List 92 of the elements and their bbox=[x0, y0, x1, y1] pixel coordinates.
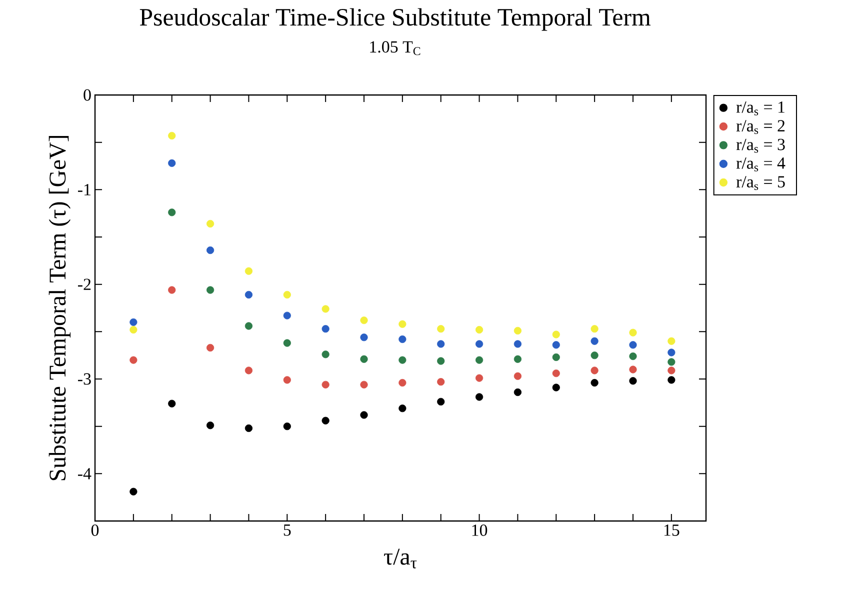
y-tick-label: 0 bbox=[84, 89, 91, 101]
legend-label: r/a$_{s}$ = 3 bbox=[736, 138, 785, 153]
point bbox=[514, 388, 522, 396]
point bbox=[283, 422, 291, 430]
point bbox=[168, 159, 176, 167]
point bbox=[244, 366, 253, 374]
point bbox=[398, 356, 406, 364]
point bbox=[475, 326, 484, 334]
point bbox=[130, 488, 138, 496]
x-tick-label: 10 bbox=[472, 524, 488, 536]
point bbox=[398, 320, 406, 328]
y-tick-label: -3 bbox=[78, 373, 91, 385]
point bbox=[514, 326, 522, 335]
legend-label: r/a$_{s}$ = 2 bbox=[736, 120, 785, 134]
point bbox=[629, 341, 637, 349]
y-axis-title: Substitute Temporal Term (τ) [GeV] bbox=[48, 136, 71, 480]
point bbox=[475, 393, 484, 401]
point bbox=[552, 370, 560, 378]
point bbox=[322, 380, 330, 388]
point bbox=[514, 355, 522, 363]
point bbox=[668, 366, 676, 374]
point bbox=[437, 340, 445, 348]
point bbox=[168, 132, 176, 140]
point bbox=[629, 352, 637, 360]
point bbox=[552, 330, 560, 338]
point bbox=[590, 337, 598, 345]
y-tick-label: -2 bbox=[78, 278, 91, 290]
point bbox=[398, 404, 406, 412]
point bbox=[130, 326, 138, 334]
x-axis-title: τ/a$_{τ}$ bbox=[384, 548, 417, 568]
point bbox=[514, 372, 522, 380]
point bbox=[552, 384, 560, 392]
point bbox=[360, 355, 368, 363]
point bbox=[552, 353, 560, 362]
point bbox=[322, 416, 330, 424]
point bbox=[629, 328, 637, 336]
point bbox=[437, 357, 445, 365]
point bbox=[475, 374, 484, 382]
point bbox=[168, 400, 176, 408]
chart-title: Pseudoscalar Time-Slice Substitute Temporal Term bbox=[140, 8, 651, 31]
point bbox=[360, 316, 368, 324]
point bbox=[244, 290, 253, 299]
point bbox=[668, 358, 676, 366]
point bbox=[668, 348, 676, 356]
point bbox=[283, 290, 291, 299]
point bbox=[206, 220, 214, 228]
point bbox=[475, 340, 484, 348]
chart-subtitle: 1.05 T$_{C}$ bbox=[370, 41, 420, 56]
point bbox=[244, 424, 253, 432]
point bbox=[590, 378, 598, 387]
point bbox=[244, 322, 253, 330]
point bbox=[629, 366, 637, 374]
point bbox=[437, 378, 445, 386]
point bbox=[244, 267, 253, 275]
point bbox=[668, 376, 676, 384]
point bbox=[322, 325, 330, 333]
point bbox=[206, 246, 214, 254]
point bbox=[322, 350, 330, 358]
point bbox=[398, 335, 406, 344]
point bbox=[322, 305, 330, 313]
point bbox=[629, 377, 637, 385]
point bbox=[360, 334, 368, 342]
point bbox=[360, 411, 368, 419]
point bbox=[168, 208, 176, 216]
point bbox=[130, 318, 138, 326]
point bbox=[590, 325, 598, 333]
point bbox=[206, 344, 214, 352]
point bbox=[130, 356, 138, 364]
point bbox=[590, 352, 598, 360]
point bbox=[398, 378, 406, 387]
point bbox=[283, 376, 291, 384]
legend-label: r/a$_{s}$ = 4 bbox=[736, 158, 786, 172]
point bbox=[206, 286, 214, 294]
point bbox=[590, 366, 598, 374]
point bbox=[475, 356, 484, 364]
point bbox=[437, 325, 445, 333]
point bbox=[668, 337, 676, 345]
point bbox=[283, 339, 291, 347]
point bbox=[168, 286, 176, 294]
y-tick-label: -4 bbox=[78, 468, 92, 480]
y-tick-label: -1 bbox=[78, 184, 90, 196]
point bbox=[437, 398, 445, 406]
legend-label: r/a$_{s}$ = 5 bbox=[736, 176, 785, 190]
point bbox=[552, 341, 560, 349]
legend-label: r/a$_{s}$ = 1 bbox=[736, 101, 784, 116]
x-tick-label: 15 bbox=[664, 524, 680, 536]
point bbox=[514, 340, 522, 348]
point bbox=[360, 380, 368, 388]
x-tick-label: 5 bbox=[284, 524, 291, 536]
x-tick-label: 0 bbox=[91, 524, 99, 536]
point bbox=[283, 312, 291, 320]
point bbox=[206, 422, 214, 430]
